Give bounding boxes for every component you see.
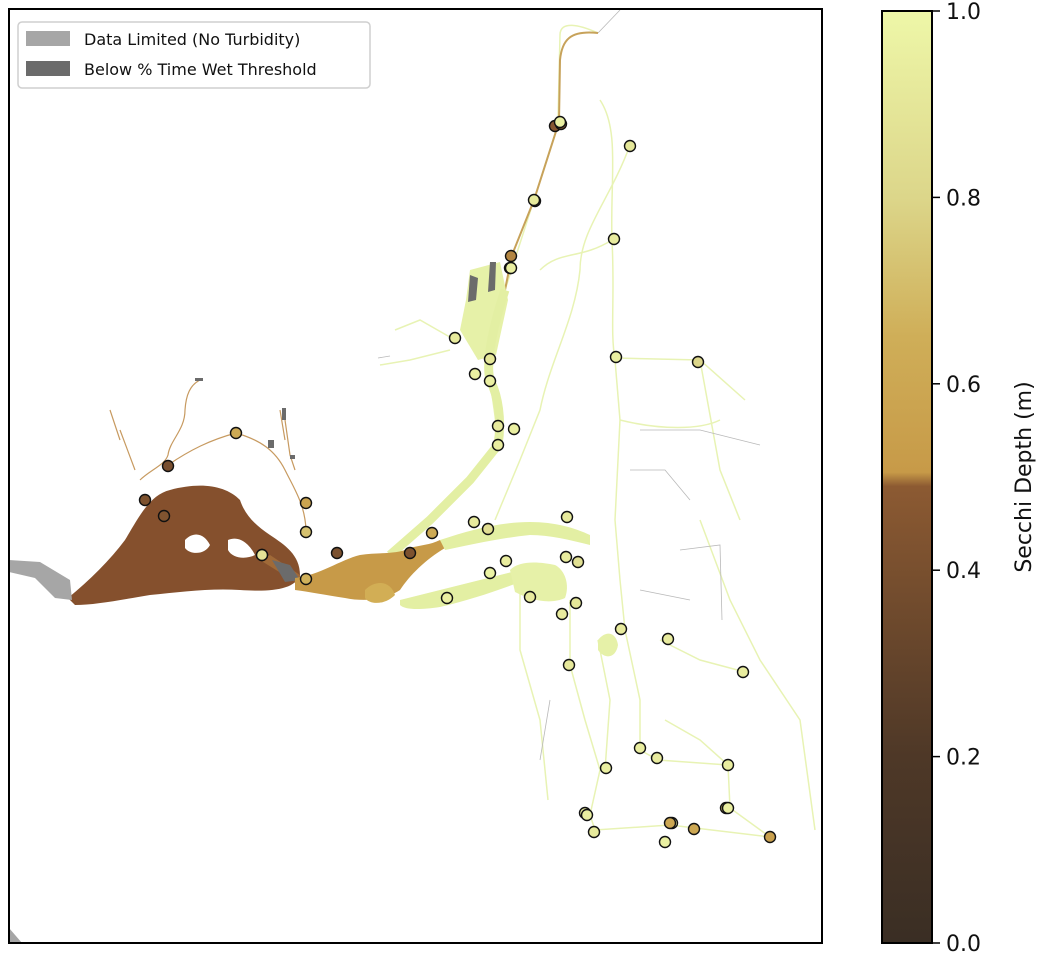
station-marker [599,761,613,775]
station-marker [255,548,269,562]
station-marker [633,741,647,755]
station-marker [569,596,583,610]
gray-channels [377,9,761,761]
station-marker [609,350,623,364]
station-marker [157,509,171,523]
station-marker [483,566,497,580]
station-marker [161,459,175,473]
station-marker [299,525,313,539]
station-marker [607,232,621,246]
station-marker [571,555,585,569]
station-marker [440,591,454,605]
station-marker [721,801,735,815]
frank-tract [510,562,567,602]
station-marker [330,546,344,560]
station-marker [763,830,777,844]
station-marker [560,510,574,524]
no-data-corner [9,928,22,943]
station-marker [504,261,518,275]
delta-channel-upper [440,522,590,550]
san-pablo-bay [68,485,300,605]
station-marker [736,665,750,679]
station-marker [623,139,637,153]
station-marker [491,438,505,452]
station-marker [527,193,541,207]
station-marker [448,331,462,345]
station-marker [299,496,313,510]
colorbar-tick-label: 0.4 [946,559,981,584]
station-marker [661,632,675,646]
colorbar: 0.0 0.2 0.4 0.6 0.8 1.0 Secchi Depth (m) [881,0,1037,957]
west-marsh-channels [109,379,307,531]
marsh-threshold-patches [195,378,295,459]
delta-lake [598,633,618,657]
station-marker [481,522,495,536]
yolo-bypass-threshold [468,262,496,302]
station-marker [663,816,677,830]
station-marker [499,554,513,568]
station-marker [468,367,482,381]
legend-swatch-data-limited [26,31,70,46]
legend: Data Limited (No Turbidity) Below % Time… [17,21,371,89]
station-marker [504,249,518,263]
colorbar-tick-label: 0.8 [946,186,981,211]
station-marker [691,355,705,369]
colorbar-ticks: 0.0 0.2 0.4 0.6 0.8 1.0 [932,0,981,957]
map-background [9,9,822,943]
station-marker [467,515,481,529]
legend-swatch-below-threshold [26,61,70,76]
delta-west [400,570,525,610]
station-marker [721,758,735,772]
station-markers [138,115,777,849]
station-marker [507,422,521,436]
bay-islands [185,534,255,558]
below-threshold-carquinez [272,560,300,582]
station-marker [687,822,701,836]
station-marker [299,572,313,586]
station-marker [587,825,601,839]
station-marker [614,622,628,636]
station-marker [553,115,567,129]
station-marker [580,808,594,822]
colorbar-gradient [881,10,933,944]
colorbar-tick-label: 1.0 [946,0,981,25]
station-marker [650,751,664,765]
station-marker [555,607,569,621]
north-channel [504,31,599,291]
legend-label-below-threshold: Below % Time Wet Threshold [84,60,317,79]
station-marker [425,526,439,540]
suisun-marsh [365,583,395,603]
station-marker [229,426,243,440]
station-marker [403,546,417,560]
map-border [8,8,823,944]
station-marker [562,658,576,672]
colorbar-tick-label: 0.0 [946,932,981,957]
station-marker [559,550,573,564]
station-marker [491,419,505,433]
colorbar-label: Secchi Depth (m) [1012,381,1037,572]
station-marker [138,493,152,507]
no-data-golden-gate [9,560,72,600]
station-marker [483,374,497,388]
legend-box [17,21,371,89]
map-panel [9,9,822,943]
station-marker [658,835,672,849]
colorbar-tick-label: 0.6 [946,373,981,398]
colorbar-tick-label: 0.2 [946,746,981,771]
station-marker [523,590,537,604]
station-marker [483,352,497,366]
legend-label-data-limited: Data Limited (No Turbidity) [84,30,300,49]
